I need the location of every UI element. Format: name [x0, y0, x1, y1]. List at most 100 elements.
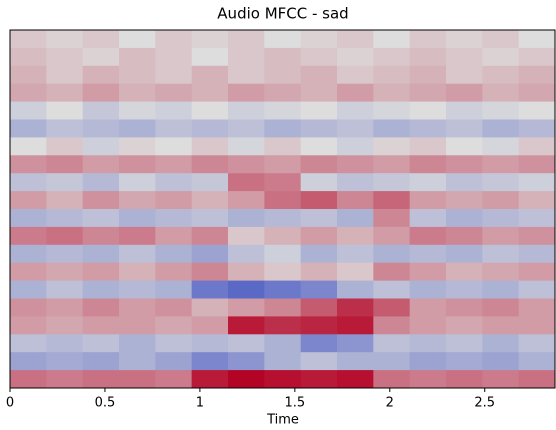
- heatmap-cell: [10, 173, 47, 192]
- heatmap-cell: [373, 155, 411, 174]
- heatmap-cell: [300, 226, 338, 246]
- heatmap-cell: [155, 173, 193, 192]
- heatmap-cell: [46, 119, 84, 138]
- heatmap-cell: [10, 352, 47, 371]
- heatmap-cell: [46, 83, 84, 103]
- x-tick-label: 2.5: [474, 396, 495, 411]
- heatmap-cell: [446, 226, 483, 246]
- heatmap-cell: [264, 101, 302, 120]
- heatmap-cell: [264, 137, 302, 156]
- heatmap-cell: [446, 262, 483, 282]
- heatmap-cell: [228, 352, 265, 371]
- heatmap-cell: [518, 244, 556, 264]
- heatmap-cell: [482, 226, 520, 246]
- heatmap-cell: [300, 155, 338, 174]
- heatmap-cell: [518, 155, 556, 174]
- heatmap-cell: [46, 47, 84, 67]
- heatmap-cell: [191, 209, 229, 228]
- heatmap-cell: [10, 83, 47, 103]
- heatmap-cell: [482, 316, 520, 335]
- heatmap-cell: [228, 173, 265, 192]
- heatmap-cell: [373, 298, 411, 317]
- heatmap-cell: [337, 30, 374, 49]
- heatmap-cell: [191, 191, 229, 210]
- heatmap-cell: [300, 209, 338, 228]
- x-tick-label: 2: [386, 396, 394, 411]
- heatmap-cell: [228, 280, 265, 299]
- heatmap-cell: [373, 226, 411, 246]
- heatmap-cell: [446, 316, 483, 335]
- heatmap-cell: [191, 65, 229, 85]
- heatmap-cell: [337, 262, 374, 282]
- heatmap-cell: [409, 101, 447, 120]
- heatmap-cell: [191, 83, 229, 103]
- heatmap-cell: [119, 262, 156, 282]
- x-tick-label: 0: [6, 396, 14, 411]
- heatmap-cell: [409, 30, 447, 49]
- heatmap-cell: [373, 30, 411, 49]
- heatmap-cell: [119, 47, 156, 67]
- heatmap-cell: [119, 334, 156, 353]
- heatmap-cell: [409, 280, 447, 299]
- heatmap-cell: [82, 30, 120, 49]
- heatmap-cell: [10, 370, 47, 389]
- heatmap-cell: [518, 262, 556, 282]
- heatmap-cell: [482, 209, 520, 228]
- heatmap-cell: [446, 155, 483, 174]
- heatmap-cell: [518, 101, 556, 120]
- heatmap-cell: [373, 316, 411, 335]
- heatmap-cell: [155, 370, 193, 389]
- heatmap-cell: [482, 101, 520, 120]
- heatmap-cell: [373, 47, 411, 67]
- heatmap-cell: [409, 316, 447, 335]
- heatmap-cell: [300, 30, 338, 49]
- heatmap-cell: [337, 119, 374, 138]
- heatmap-cell: [10, 47, 47, 67]
- heatmap-cell: [46, 316, 84, 335]
- heatmap-cell: [518, 352, 556, 371]
- heatmap-cell: [46, 298, 84, 317]
- heatmap-cell: [46, 209, 84, 228]
- heatmap-cell: [10, 137, 47, 156]
- heatmap-cell: [10, 262, 47, 282]
- heatmap-cell: [10, 191, 47, 210]
- heatmap-cell: [228, 137, 265, 156]
- heatmap-cell: [373, 137, 411, 156]
- heatmap-cell: [228, 47, 265, 67]
- heatmap-cell: [119, 352, 156, 371]
- heatmap-cell: [228, 298, 265, 317]
- heatmap-cell: [82, 209, 120, 228]
- heatmap-cell: [446, 352, 483, 371]
- heatmap-cell: [119, 65, 156, 85]
- heatmap-cell: [82, 65, 120, 85]
- heatmap-cell: [373, 173, 411, 192]
- heatmap-cell: [82, 370, 120, 389]
- heatmap-cell: [82, 173, 120, 192]
- heatmap-cell: [373, 352, 411, 371]
- heatmap-cell: [191, 244, 229, 264]
- heatmap-cell: [228, 334, 265, 353]
- heatmap-cell: [228, 209, 265, 228]
- plot-frame: [9, 29, 556, 389]
- heatmap-cell: [482, 334, 520, 353]
- heatmap-cell: [264, 47, 302, 67]
- heatmap-cell: [46, 137, 84, 156]
- heatmap-cell: [373, 119, 411, 138]
- heatmap-cell: [264, 173, 302, 192]
- heatmap-cell: [155, 30, 193, 49]
- x-tick-label: 1.5: [284, 396, 305, 411]
- heatmap-cell: [264, 370, 302, 389]
- heatmap-cell: [446, 65, 483, 85]
- heatmap-cell: [191, 155, 229, 174]
- heatmap-cell: [300, 244, 338, 264]
- heatmap-cell: [300, 65, 338, 85]
- heatmap-cell: [46, 101, 84, 120]
- heatmap-cell: [119, 244, 156, 264]
- heatmap-cell: [10, 30, 47, 49]
- heatmap-cell: [228, 191, 265, 210]
- heatmap-cell: [409, 155, 447, 174]
- heatmap-cell: [10, 334, 47, 353]
- heatmap-cell: [264, 334, 302, 353]
- heatmap-cell: [119, 83, 156, 103]
